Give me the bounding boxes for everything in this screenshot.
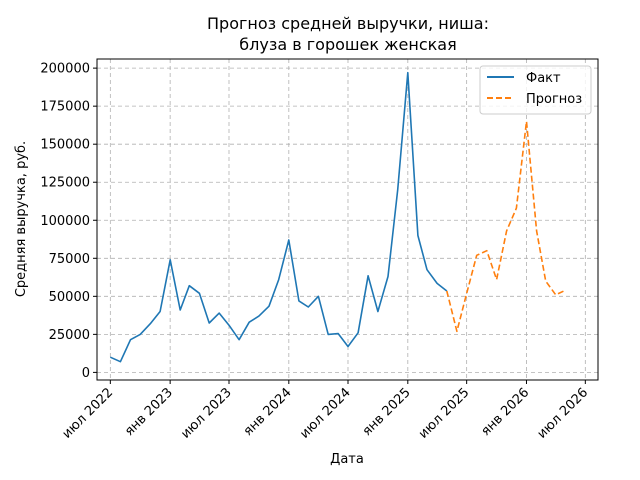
- y-tick-label: 50000: [49, 290, 90, 305]
- y-tick-label: 150000: [40, 138, 90, 153]
- y-tick-label: 125000: [40, 176, 90, 191]
- y-tick-label: 0: [82, 366, 90, 381]
- legend: Факт Прогноз: [479, 65, 592, 115]
- chart-title-line-1: Прогноз средней выручки, ниша:: [207, 14, 489, 33]
- x-tick-label: янв 2025: [360, 385, 414, 439]
- x-tick-label: июл 2025: [416, 385, 473, 442]
- y-axis: 0 25000 50000 75000 100000 125000 150000 175000…: [40, 62, 97, 381]
- y-tick-label: 75000: [49, 252, 90, 267]
- y-axis-label: Средняя выручка, руб.: [14, 141, 29, 297]
- y-tick-label: 25000: [49, 328, 90, 343]
- chart-title-line-2: блуза в горошек женская: [239, 35, 456, 54]
- y-tick-label: 100000: [40, 214, 90, 229]
- x-tick-label: янв 2024: [241, 385, 295, 439]
- x-axis-label: Дата: [330, 452, 364, 467]
- series-line-forecast: [446, 120, 566, 333]
- y-tick-label: 200000: [40, 62, 90, 77]
- y-tick-label: 175000: [40, 100, 90, 115]
- x-tick-label: июл 2022: [60, 385, 117, 442]
- legend-label-fact: Факт: [526, 71, 561, 86]
- x-tick-label: июл 2024: [297, 385, 354, 442]
- x-axis: июл 2022 янв 2023 июл 2023 янв 2024 июл 2024…: [60, 380, 592, 442]
- x-tick-label: июл 2023: [178, 385, 235, 442]
- x-tick-label: янв 2026: [478, 385, 532, 439]
- x-tick-label: янв 2023: [122, 385, 176, 439]
- legend-label-forecast: Прогноз: [526, 92, 582, 107]
- series-line-fact: [109, 71, 448, 363]
- x-tick-label: июл 2026: [535, 385, 592, 442]
- series-layer: [109, 71, 566, 363]
